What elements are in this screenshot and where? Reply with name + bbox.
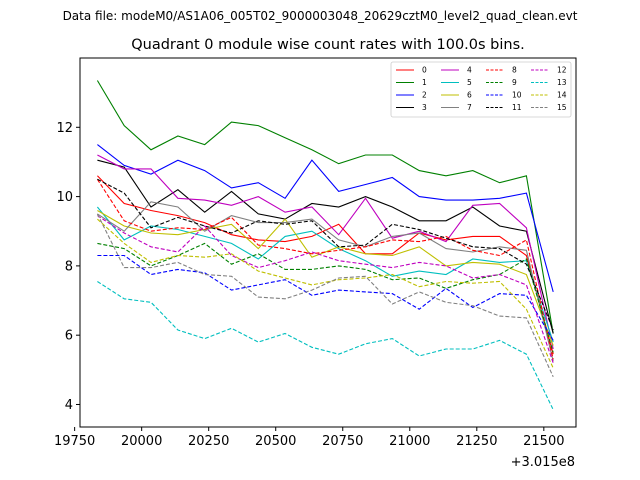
legend-label-10: 10 [512,91,522,100]
series-line-2 [97,144,554,293]
chart-title: Quadrant 0 module wise count rates with … [131,37,525,53]
legend-label-3: 3 [422,103,427,112]
legend-label-4: 4 [467,66,472,75]
series-line-8 [96,179,554,360]
axes: 19750 20000 20250 20500 20750 21000 21250 21500… [54,57,577,449]
legend-label-12: 12 [557,66,567,75]
series-line-0 [97,175,554,355]
series-line-5 [96,206,554,343]
y-tick-label: 12 [56,121,73,136]
plot-area [96,80,554,410]
legend-label-5: 5 [467,78,472,87]
axes-frame [79,57,577,428]
legend-label-15: 15 [557,103,567,112]
legend-box [390,61,572,118]
y-tick-label: 8 [65,259,73,274]
series-line-15 [96,213,554,378]
series-line-9 [97,242,554,353]
legend-label-7: 7 [467,103,472,112]
x-tick-label: 21250 [456,434,497,449]
series-line-14 [97,218,554,369]
x-tick-label: 20750 [322,434,363,449]
series-line-3 [97,159,554,334]
series-line-12 [97,215,554,364]
legend-label-11: 11 [512,103,522,112]
legend-label-0: 0 [422,66,427,75]
legend-label-1: 1 [422,78,427,87]
y-tick-label: 4 [65,398,73,413]
y-tick-label: 10 [56,190,73,205]
legend-label-8: 8 [512,66,517,75]
legend-label-2: 2 [422,91,427,100]
x-axis-offset-label: +3.015e8 [511,455,575,470]
y-tick-label: 6 [65,329,73,344]
series-line-7 [97,201,554,362]
x-tick-label: 20000 [121,434,162,449]
legend-label-9: 9 [512,78,517,87]
x-tick-label: 20250 [188,434,229,449]
series-line-4 [97,154,554,350]
data-file-label: Data file: modeM0/AS1A06_005T02_90000030… [63,9,578,23]
series-line-10 [97,254,554,341]
x-tick-label: 21000 [389,434,430,449]
x-tick-label: 20500 [255,434,296,449]
legend-label-14: 14 [557,91,567,100]
x-tick-label: 21500 [523,434,564,449]
series-line-11 [97,178,554,331]
legend-label-6: 6 [467,91,472,100]
series-line-13 [97,281,554,410]
legend-label-13: 13 [557,78,567,87]
x-tick-label: 19750 [54,434,95,449]
series-line-1 [96,80,554,334]
